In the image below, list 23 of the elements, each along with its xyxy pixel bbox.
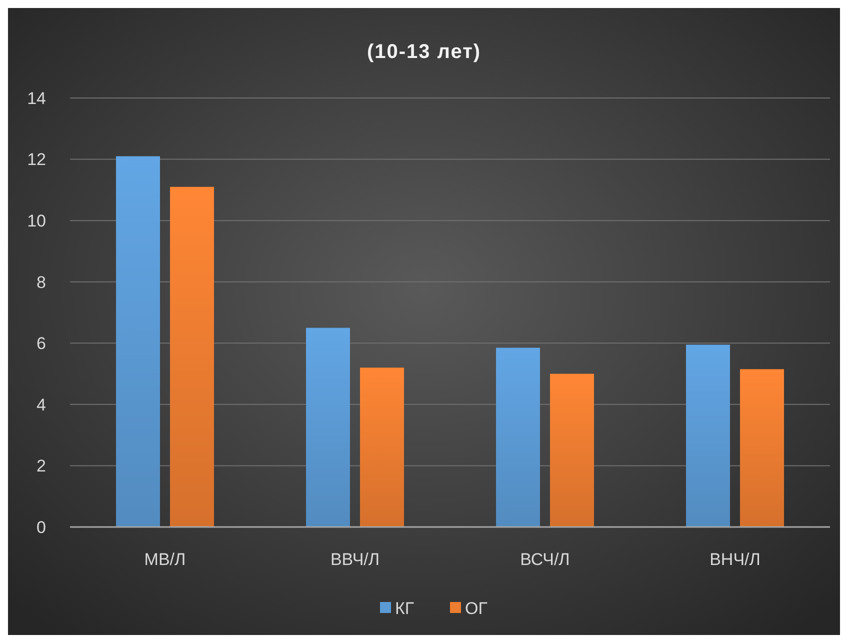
y-tick-label: 4 [36,395,46,414]
legend-label: ОГ [465,598,488,618]
bar [740,369,784,527]
y-tick-label: 6 [36,334,46,354]
y-tick-label: 2 [36,456,46,476]
bar [360,368,404,527]
x-tick-label: ВНЧ/Л [710,550,760,569]
x-tick-label: ВСЧ/Л [520,550,570,569]
bar [116,156,160,527]
bar [306,328,350,527]
legend-label: КГ [395,598,414,618]
x-tick-label: ВВЧ/Л [330,550,380,569]
bar [550,374,594,527]
y-tick-label: 12 [27,150,46,170]
y-tick-label: 0 [36,518,46,537]
x-tick-label: МВ/Л [144,550,186,569]
chart-title: (10-13 лет) [366,41,482,63]
y-tick-label: 10 [27,212,46,231]
bar [170,186,214,527]
bar [496,348,540,527]
bar [686,344,730,527]
y-tick-label: 8 [36,272,46,292]
y-tick-label: 14 [27,88,46,108]
